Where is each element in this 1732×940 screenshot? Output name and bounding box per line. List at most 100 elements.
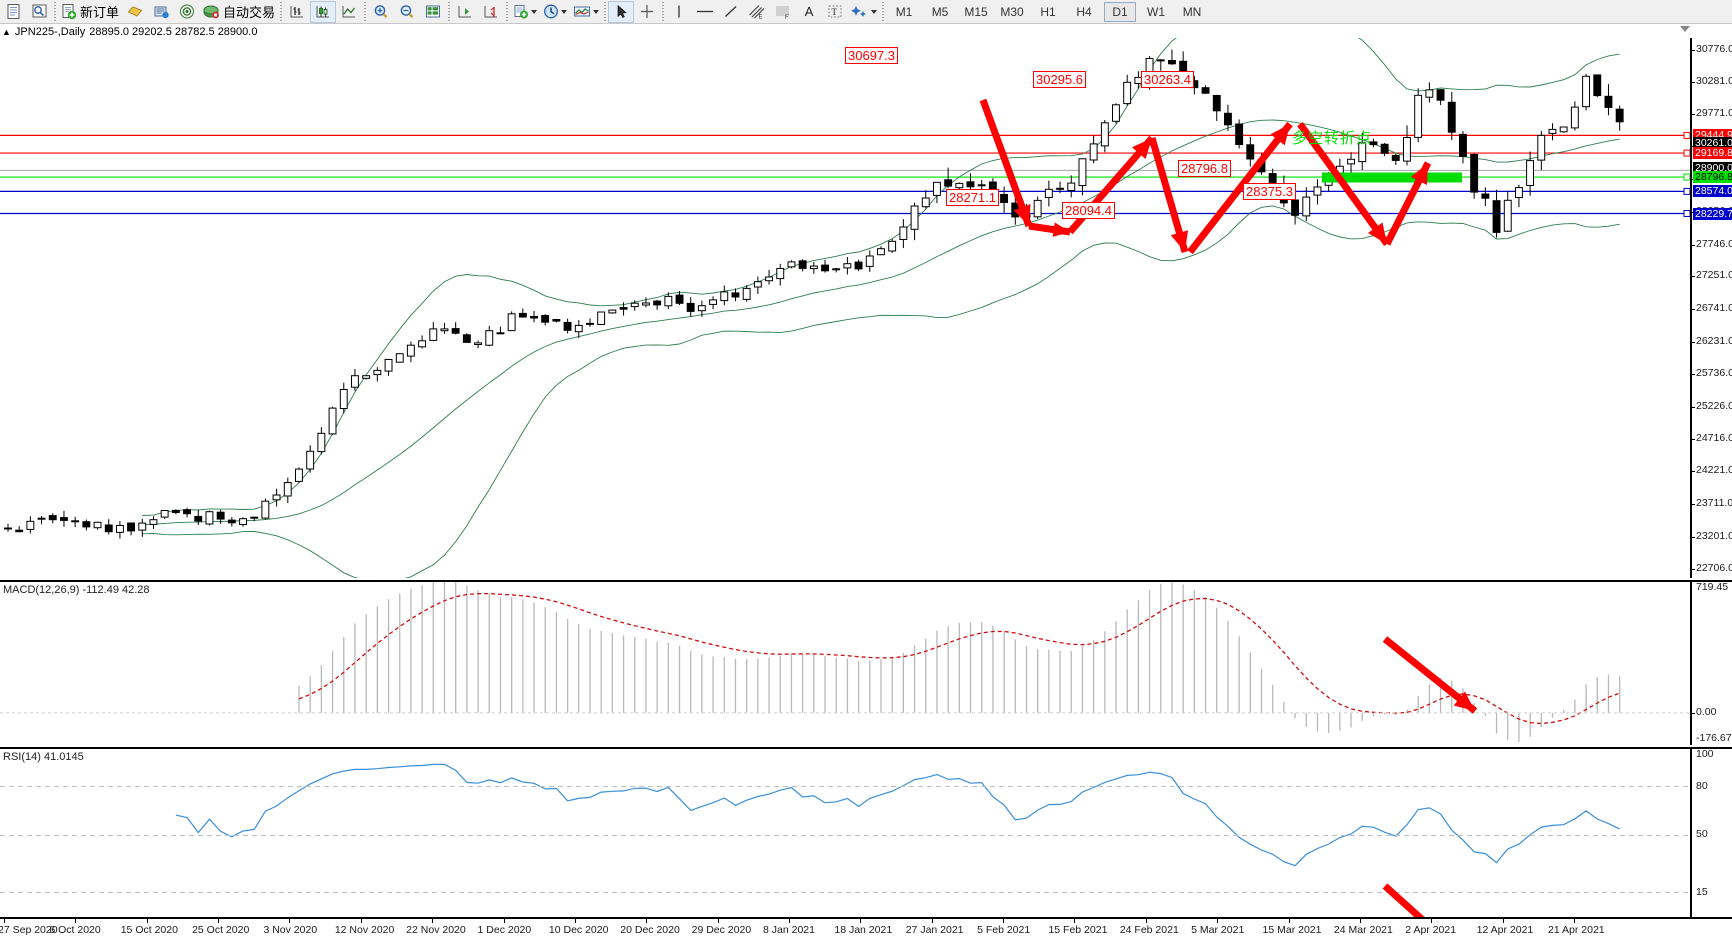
period-icon[interactable] <box>540 1 570 23</box>
time-tick-label: 12 Nov 2020 <box>334 924 395 936</box>
macd-scale: 719.45 0.00 -176.67 <box>1690 582 1732 745</box>
time-tick-mark <box>1431 919 1433 923</box>
collapse-triangle-icon[interactable]: ▲ <box>2 26 11 37</box>
annotation-note[interactable]: 多空转折点 <box>1292 129 1373 147</box>
rsi-pane[interactable]: RSI(14) 41.0145 100 80 50 15 <box>0 747 1732 917</box>
timeframe-mn[interactable]: MN <box>1182 4 1202 19</box>
time-tick-mark <box>1288 919 1290 923</box>
price-tick-label: 24221.0 <box>1696 464 1732 477</box>
price-level-label[interactable]: 30261.0 <box>1693 136 1732 149</box>
price-level-label[interactable]: 28574.0 <box>1693 185 1732 198</box>
time-tick-label: 12 Apr 2021 <box>1476 924 1534 936</box>
time-tick-label: 3 Nov 2020 <box>263 924 318 936</box>
new-order-label: 新订单 <box>80 5 120 20</box>
time-tick-mark <box>503 919 505 923</box>
price-level-label[interactable]: 29169.8 <box>1693 147 1732 160</box>
time-tick-mark <box>860 919 862 923</box>
macd-tick-label: -176.67 <box>1696 732 1732 744</box>
price-tick-label: 30281.0 <box>1696 74 1732 87</box>
scroll-indicator-icon[interactable] <box>1680 26 1690 32</box>
annotation-price-label[interactable]: 28094.4 <box>1062 202 1115 219</box>
price-tick-label: 22706.0 <box>1696 561 1732 574</box>
price-level-label[interactable]: 28796.8 <box>1693 171 1732 184</box>
time-tick-label: 27 Jan 2021 <box>905 924 964 936</box>
time-tick-mark <box>218 919 220 923</box>
price-tick-label: 23201.0 <box>1696 529 1732 542</box>
time-tick-label: 20 Dec 2020 <box>620 924 680 936</box>
macd-title: MACD(12,26,9) -112.49 42.28 <box>3 584 150 596</box>
timeframe-h4[interactable]: H4 <box>1076 4 1092 19</box>
price-tick-mark <box>1692 114 1695 116</box>
annotation-price-label[interactable]: 30263.4 <box>1141 71 1194 88</box>
indicators-icon[interactable] <box>122 1 148 23</box>
zoom-in-icon[interactable] <box>368 1 394 23</box>
rsi-plot[interactable] <box>0 749 1690 917</box>
chevron-down-icon[interactable] <box>871 9 878 14</box>
price-tick-mark <box>1692 342 1695 343</box>
price-plot[interactable] <box>0 38 1690 578</box>
timeframe-m30[interactable]: M30 <box>1000 4 1024 19</box>
time-tick-label: 18 Jan 2021 <box>834 924 893 936</box>
chevron-down-icon[interactable] <box>593 9 600 14</box>
macd-pane[interactable]: MACD(12,26,9) -112.49 42.28 719.45 0.00 -1… <box>0 580 1732 745</box>
price-level-label[interactable]: 28229.7 <box>1693 207 1732 220</box>
price-pane[interactable]: 30776.030281.029771.029276.028766.028256… <box>0 38 1732 578</box>
rsi-tick-label: 15 <box>1696 885 1708 898</box>
time-tick-label: 8 Jan 2021 <box>763 924 815 936</box>
price-scale[interactable]: 30776.030281.029771.029276.028766.028256… <box>1690 38 1732 578</box>
terminal-icon[interactable] <box>148 1 174 23</box>
shapes-icon[interactable] <box>848 1 880 23</box>
text-icon[interactable]: A <box>804 4 814 19</box>
templates-icon[interactable] <box>570 1 602 23</box>
time-tick-label: 21 Apr 2021 <box>1548 924 1605 936</box>
shift-end-icon[interactable] <box>452 1 478 23</box>
time-tick-label: 2 Apr 2021 <box>1405 924 1457 936</box>
crosshair-icon[interactable] <box>634 1 660 23</box>
new-document-icon[interactable] <box>0 1 26 23</box>
open-chart-icon[interactable] <box>26 1 52 23</box>
macd-plot[interactable] <box>0 582 1690 745</box>
time-tick-label: 25 Oct 2020 <box>192 924 250 936</box>
tile-windows-icon[interactable] <box>420 1 446 23</box>
chevron-down-icon[interactable] <box>561 9 568 14</box>
timeframe-d1[interactable]: D1 <box>1104 1 1137 22</box>
annotation-price-label[interactable]: 30697.3 <box>845 47 898 64</box>
equidistant-channel-icon[interactable]: E <box>744 1 770 23</box>
text-label-icon[interactable]: T <box>822 1 848 23</box>
bar-chart-icon[interactable] <box>284 1 310 23</box>
annotation-price-label[interactable]: 28796.8 <box>1178 160 1231 177</box>
rsi-tick-label: 80 <box>1696 779 1708 792</box>
price-tick-mark <box>1692 406 1695 408</box>
timeframe-m1[interactable]: M1 <box>895 4 913 19</box>
timeframe-m15[interactable]: M15 <box>964 4 988 19</box>
horizontal-line-icon[interactable] <box>692 1 718 23</box>
time-tick-mark <box>574 919 576 923</box>
vertical-line-icon[interactable] <box>666 1 692 23</box>
toolbar-separator-7 <box>660 1 667 22</box>
toolbar-separator-8 <box>880 1 887 22</box>
trendline-icon[interactable] <box>718 1 744 23</box>
auto-scroll-icon[interactable] <box>478 1 504 23</box>
chevron-down-icon[interactable] <box>531 9 538 14</box>
price-tick-label: 26741.0 <box>1696 302 1732 315</box>
toolbar-separator-3 <box>362 1 369 22</box>
time-tick-mark <box>360 919 362 923</box>
fibonacci-icon[interactable]: F <box>770 1 796 23</box>
candlestick-chart-icon[interactable] <box>310 0 337 23</box>
annotation-price-label[interactable]: 28375.3 <box>1243 183 1296 200</box>
cursor-icon[interactable] <box>608 0 635 23</box>
timeframe-h1[interactable]: H1 <box>1040 4 1056 19</box>
new-order-button[interactable]: 新订单 <box>58 1 122 23</box>
annotation-price-label[interactable]: 30295.6 <box>1033 71 1086 88</box>
zoom-out-icon[interactable] <box>394 1 420 23</box>
autotrading-button[interactable]: 自动交易 <box>200 1 278 23</box>
line-chart-icon[interactable] <box>336 1 362 23</box>
timeframe-m5[interactable]: M5 <box>931 4 949 19</box>
time-tick-label: 5 Feb 2021 <box>977 924 1031 936</box>
timeframe-w1[interactable]: W1 <box>1147 4 1166 19</box>
add-indicator-icon[interactable] <box>510 1 540 23</box>
annotation-price-label[interactable]: 28271.1 <box>946 189 999 206</box>
signals-icon[interactable] <box>174 1 200 23</box>
time-scale[interactable]: 27 Sep 2020 6 Oct 2020 15 Oct 2020 25 Oct 2… <box>0 917 1732 940</box>
toolbar-separator <box>52 1 58 22</box>
